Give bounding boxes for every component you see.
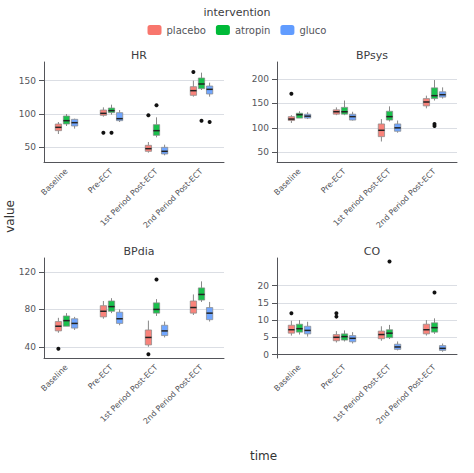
svg-text:50: 50: [258, 147, 270, 157]
svg-text:200: 200: [252, 74, 269, 84]
svg-text:2nd Period Post-ECT: 2nd Period Post-ECT: [375, 167, 438, 230]
svg-text:50: 50: [25, 142, 37, 152]
svg-text:1st Period Post-ECT: 1st Period Post-ECT: [331, 166, 393, 228]
svg-text:HR: HR: [131, 49, 147, 62]
svg-text:100: 100: [19, 109, 36, 119]
svg-text:Baseline: Baseline: [39, 363, 69, 393]
svg-text:CO: CO: [364, 245, 381, 258]
svg-text:gluco: gluco: [299, 25, 326, 36]
svg-text:40: 40: [25, 342, 37, 352]
svg-text:atropin: atropin: [235, 25, 271, 36]
svg-text:0: 0: [263, 350, 269, 360]
svg-text:value: value: [3, 200, 17, 233]
svg-text:120: 120: [19, 267, 36, 277]
svg-text:2nd Period Post-ECT: 2nd Period Post-ECT: [142, 363, 205, 426]
svg-text:Baseline: Baseline: [272, 167, 302, 197]
svg-text:Baseline: Baseline: [272, 363, 302, 393]
svg-text:150: 150: [252, 98, 269, 108]
svg-text:2nd Period Post-ECT: 2nd Period Post-ECT: [375, 363, 438, 426]
svg-text:Pre-ECT: Pre-ECT: [319, 363, 347, 391]
svg-text:15: 15: [258, 298, 269, 308]
svg-text:BPdia: BPdia: [124, 245, 155, 258]
svg-text:80: 80: [25, 304, 37, 314]
svg-text:20: 20: [258, 281, 270, 291]
svg-text:intervention: intervention: [204, 6, 271, 19]
svg-text:10: 10: [258, 315, 270, 325]
svg-text:BPsys: BPsys: [356, 49, 388, 62]
svg-text:5: 5: [263, 332, 269, 342]
svg-text:Pre-ECT: Pre-ECT: [86, 167, 114, 195]
svg-text:150: 150: [19, 76, 36, 86]
svg-text:Pre-ECT: Pre-ECT: [86, 363, 114, 391]
svg-text:Pre-ECT: Pre-ECT: [319, 167, 347, 195]
svg-text:Baseline: Baseline: [39, 167, 69, 197]
svg-text:2nd Period Post-ECT: 2nd Period Post-ECT: [142, 167, 205, 230]
svg-text:1st Period Post-ECT: 1st Period Post-ECT: [98, 166, 160, 228]
svg-text:100: 100: [252, 123, 269, 133]
svg-text:placebo: placebo: [167, 25, 206, 36]
svg-text:1st Period Post-ECT: 1st Period Post-ECT: [331, 362, 393, 424]
svg-text:time: time: [250, 449, 277, 463]
svg-text:1st Period Post-ECT: 1st Period Post-ECT: [98, 362, 160, 424]
